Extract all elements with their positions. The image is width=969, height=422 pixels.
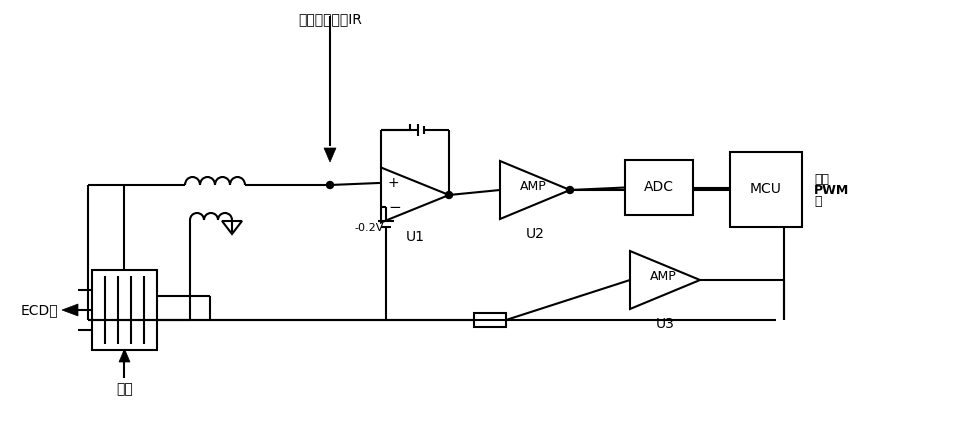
Text: PWM: PWM: [813, 184, 849, 197]
Text: MCU: MCU: [749, 182, 781, 197]
Text: +: +: [388, 176, 399, 190]
Bar: [474, 313, 506, 327]
Polygon shape: [62, 304, 78, 316]
Text: U3: U3: [655, 317, 673, 331]
Polygon shape: [222, 221, 241, 234]
Text: 输出: 输出: [813, 173, 828, 186]
Polygon shape: [629, 251, 700, 309]
Bar: [92, 270, 157, 350]
Polygon shape: [324, 148, 335, 162]
Text: AMP: AMP: [649, 271, 675, 284]
Polygon shape: [381, 168, 449, 222]
Bar: [624, 160, 692, 215]
Text: ADC: ADC: [643, 181, 673, 195]
Polygon shape: [119, 349, 130, 362]
Text: −: −: [388, 200, 400, 215]
Text: -0.2V: -0.2V: [355, 223, 384, 233]
Text: ECD池: ECD池: [20, 303, 58, 317]
Text: 设定基准电流IR: 设定基准电流IR: [297, 12, 361, 26]
Text: U1: U1: [405, 230, 424, 244]
Circle shape: [566, 187, 573, 194]
Circle shape: [327, 181, 333, 189]
Text: AMP: AMP: [519, 181, 546, 194]
Circle shape: [445, 192, 452, 198]
Polygon shape: [499, 161, 570, 219]
Text: 波: 波: [813, 195, 821, 208]
Text: 载气: 载气: [116, 382, 133, 396]
Bar: [730, 152, 801, 227]
Text: U2: U2: [525, 227, 544, 241]
